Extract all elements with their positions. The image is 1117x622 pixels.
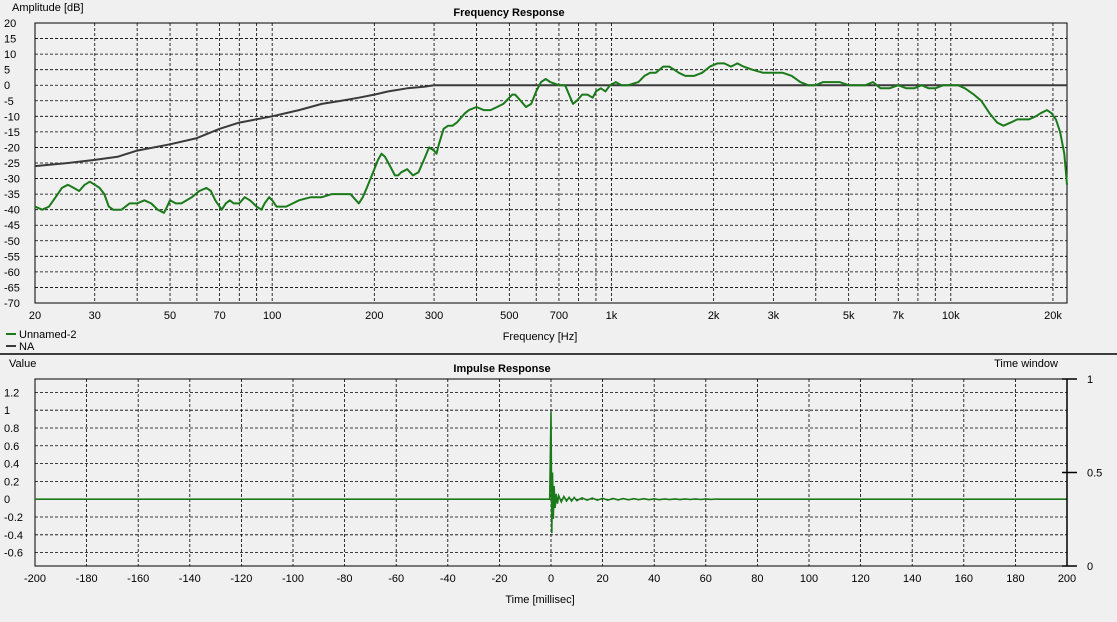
ir-xtick-label: -100 — [282, 573, 304, 585]
fr-xtick-label: 5k — [843, 310, 855, 322]
fr-xtick-label: 500 — [500, 310, 518, 322]
ir-xtick-label: 40 — [648, 573, 660, 585]
ir-xtick-label: 200 — [1058, 573, 1076, 585]
ir-right-axis-label: Time window — [994, 358, 1058, 370]
ir-ytick-label: -0.4 — [4, 530, 23, 542]
ir-ytick-label: 1 — [4, 405, 10, 417]
fr-ytick-label: -5 — [4, 96, 14, 108]
ir-ytick-label: 0.4 — [4, 459, 19, 471]
ir-ytick-label: 1.2 — [4, 387, 19, 399]
fr-ytick-label: -65 — [4, 282, 20, 294]
fr-ytick-label: -30 — [4, 174, 20, 186]
ir-xtick-label: 140 — [903, 573, 921, 585]
ir-ytick-label: 0.2 — [4, 476, 19, 488]
ir-ytick-label: 0.8 — [4, 423, 19, 435]
ir-ytick-label: -0.2 — [4, 512, 23, 524]
time-window-axis[interactable]: 10.50 — [1062, 374, 1102, 573]
ir-ytick-label: 0.6 — [4, 441, 19, 453]
fr-title: Frequency Response — [453, 7, 564, 19]
ir-xtick-label: 180 — [1006, 573, 1024, 585]
ir-xtick-label: 80 — [751, 573, 763, 585]
fr-xtick-label: 300 — [425, 310, 443, 322]
fr-series — [34, 62, 1068, 214]
ir-series-line — [35, 411, 1067, 534]
fr-ytick-label: -50 — [4, 236, 20, 248]
fr-ytick-label: -45 — [4, 220, 20, 232]
ir-xtick-label: -60 — [388, 573, 404, 585]
fr-xtick-label: 50 — [164, 310, 176, 322]
fr-xtick-label: 70 — [213, 310, 225, 322]
time-window-tick-label: 1 — [1087, 374, 1093, 386]
ir-xtick-label: -140 — [179, 573, 201, 585]
time-window-tick-label: 0.5 — [1087, 468, 1102, 480]
ir-xtick-label: 60 — [700, 573, 712, 585]
fr-ytick-label: -60 — [4, 267, 20, 279]
fr-ytick-label: 10 — [4, 49, 16, 61]
fr-ytick-label: -10 — [4, 111, 20, 123]
fr-ytick-label: -55 — [4, 251, 20, 263]
legend[interactable]: Unnamed-2 NA — [6, 329, 76, 353]
fr-ytick-label: 0 — [4, 80, 10, 92]
fr-xtick-label: 700 — [550, 310, 568, 322]
ir-xtick-label: -80 — [337, 573, 353, 585]
ir-xlabel: Time [millisec] — [505, 594, 574, 606]
fr-ytick-label: 5 — [4, 65, 10, 77]
fr-ytick-label: -35 — [4, 189, 20, 201]
fr-ytick-label: -25 — [4, 158, 20, 170]
fr-xtick-label: 20 — [29, 310, 41, 322]
fr-xtick-label: 7k — [892, 310, 904, 322]
ir-ytick-label: 0 — [4, 494, 10, 506]
fr-xtick-label: 30 — [89, 310, 101, 322]
fr-ticks: 20151050-5-10-15-20-25-30-35-40-45-50-55… — [4, 18, 1062, 322]
impulse-response-chart[interactable]: Value Impulse Response Time window Time … — [4, 358, 1102, 606]
time-window-tick-label: 0 — [1087, 561, 1093, 573]
ir-xtick-label: -40 — [440, 573, 456, 585]
ir-xtick-label: -200 — [24, 573, 46, 585]
frequency-response-chart[interactable]: Amplitude [dB] Frequency Response Freque… — [4, 2, 1068, 353]
fr-ytick-label: -20 — [4, 142, 20, 154]
fr-xtick-label: 2k — [708, 310, 720, 322]
ir-xtick-label: -20 — [491, 573, 507, 585]
ir-xtick-label: 160 — [955, 573, 973, 585]
fr-ytick-label: -40 — [4, 205, 20, 217]
legend-label-na: NA — [19, 341, 35, 353]
fr-ytick-label: 15 — [4, 34, 16, 46]
fr-grid — [34, 22, 1068, 304]
fr-xtick-label: 100 — [263, 310, 281, 322]
fr-series-line-na — [34, 84, 1067, 168]
ir-xtick-label: 120 — [851, 573, 869, 585]
ir-ticks: 1.210.80.60.40.20-0.2-0.4-0.6-200 -180 -16… — [4, 387, 1076, 585]
fr-series-line-unnamed-2 — [34, 62, 1068, 214]
ir-ylabel: Value — [9, 358, 36, 370]
ir-xtick-label: 20 — [596, 573, 608, 585]
fr-xtick-label: 3k — [768, 310, 780, 322]
fr-xtick-label: 10k — [942, 310, 960, 322]
ir-title: Impulse Response — [453, 363, 550, 375]
fr-ylabel: Amplitude [dB] — [12, 2, 84, 14]
legend-label-unnamed-2: Unnamed-2 — [19, 329, 76, 341]
fr-xtick-label: 200 — [365, 310, 383, 322]
ir-xtick-label: 0 — [548, 573, 554, 585]
ir-xtick-label: -120 — [230, 573, 252, 585]
fr-ytick-label: 20 — [4, 18, 16, 30]
fr-xlabel: Frequency [Hz] — [503, 331, 578, 343]
fr-xtick-label: 20k — [1044, 310, 1062, 322]
fr-xtick-label: 1k — [606, 310, 618, 322]
fr-ytick-label: -70 — [4, 298, 20, 310]
ir-xtick-label: -160 — [127, 573, 149, 585]
ir-xtick-label: 100 — [800, 573, 818, 585]
ir-series — [35, 411, 1067, 534]
fr-ytick-label: -15 — [4, 127, 20, 139]
ir-ytick-label: -0.6 — [4, 548, 23, 560]
ir-xtick-label: -180 — [76, 573, 98, 585]
